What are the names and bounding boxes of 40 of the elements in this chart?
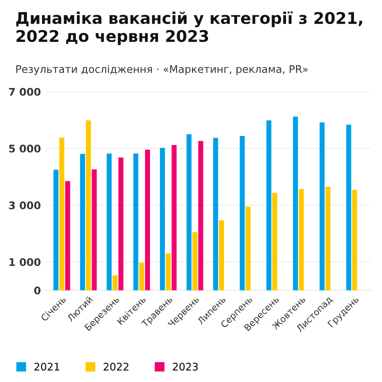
bar xyxy=(59,138,64,290)
bar xyxy=(298,189,304,290)
bar xyxy=(172,145,177,290)
bar xyxy=(106,154,112,290)
y-tick-label: 0 xyxy=(34,286,40,294)
bar xyxy=(192,232,198,290)
bar xyxy=(320,122,325,290)
legend-label: 2021 xyxy=(34,362,60,371)
bar xyxy=(65,181,70,290)
y-tick-label: 5 000 xyxy=(9,144,40,153)
bar xyxy=(352,190,358,290)
bar xyxy=(293,116,298,290)
y-tick-label: 1 000 xyxy=(10,258,40,266)
bar xyxy=(133,154,138,290)
bar xyxy=(198,141,204,290)
legend-label: 2023 xyxy=(172,362,198,371)
bar xyxy=(240,136,245,290)
chart-subtitle: Результати дослідження · «Маркетинг, реклама, PR» xyxy=(16,64,308,76)
bar xyxy=(325,186,330,290)
bar xyxy=(186,134,192,290)
bar xyxy=(92,169,97,290)
y-tick-label: 3 000 xyxy=(9,201,40,210)
chart-title: Динаміка вакансій у категорії з 2021, 2022 до червня 2023 xyxy=(16,11,362,46)
bar xyxy=(266,120,272,290)
bar xyxy=(80,154,86,290)
bar xyxy=(53,170,58,290)
legend-label: 2022 xyxy=(104,362,128,371)
bar xyxy=(145,150,150,290)
bar xyxy=(346,124,352,290)
y-tick-label: 7 000 xyxy=(9,88,40,96)
bar xyxy=(166,253,171,290)
bar xyxy=(160,148,165,290)
bar xyxy=(139,262,144,290)
bar xyxy=(272,192,278,290)
bar xyxy=(213,138,218,290)
bar xyxy=(86,120,91,290)
bar xyxy=(118,158,124,290)
bar xyxy=(112,275,118,290)
bar xyxy=(246,206,251,290)
bar xyxy=(219,220,224,290)
